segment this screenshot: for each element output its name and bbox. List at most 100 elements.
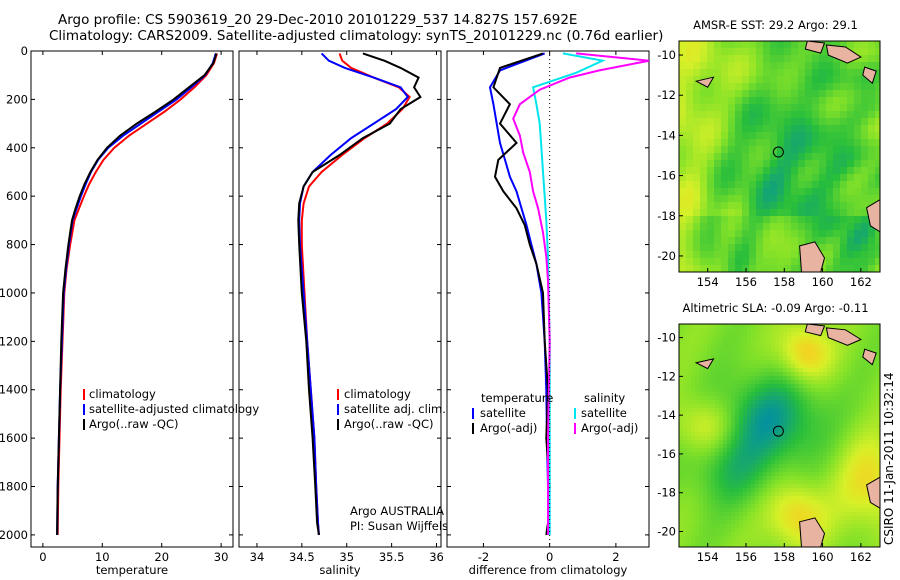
map-cell [871, 348, 876, 353]
map-cell [791, 500, 796, 505]
x-tick-label: -2 [478, 550, 489, 564]
map-cell [791, 412, 796, 417]
map-cell [759, 340, 764, 345]
map-cell [779, 424, 784, 429]
map-cell [855, 416, 860, 421]
map-cell [742, 153, 750, 161]
map-cell [863, 460, 868, 465]
map-cell [798, 76, 806, 84]
map-cell [777, 160, 785, 168]
map-cell [812, 188, 820, 196]
map-cell [679, 524, 684, 529]
map-cell [803, 464, 808, 469]
map-cell [831, 384, 836, 389]
map-cell [784, 216, 792, 224]
map-cell [735, 62, 743, 70]
map-cell [823, 400, 828, 405]
map-cell [723, 476, 728, 481]
map-cell [686, 90, 694, 98]
x-tick-label: 2 [612, 550, 619, 564]
map-cell [755, 384, 760, 389]
map-cell [799, 468, 804, 473]
map-cell [791, 396, 796, 401]
map-cell [795, 380, 800, 385]
map-cell [851, 468, 856, 473]
map-cell [839, 520, 844, 525]
map-cell [863, 444, 868, 449]
map-cell [727, 360, 732, 365]
map-cell [783, 444, 788, 449]
map-cell [686, 139, 694, 147]
map-cell [823, 412, 828, 417]
map-cell [863, 396, 868, 401]
map-cell [831, 504, 836, 509]
map-cell [700, 69, 708, 77]
map-cell [791, 432, 796, 437]
map-cell [747, 420, 752, 425]
map-cell [735, 237, 743, 245]
map-cell [835, 484, 840, 489]
map-cell [771, 444, 776, 449]
map-cell [767, 396, 772, 401]
map-cell [731, 544, 736, 547]
map-cell [783, 440, 788, 445]
map-cell [833, 76, 841, 84]
map-cell [854, 118, 862, 126]
map-cell [721, 48, 729, 56]
map-cell [739, 520, 744, 525]
x-axis-label: salinity [319, 563, 360, 577]
map-cell [777, 90, 785, 98]
map-cell [863, 528, 868, 533]
map-cell [711, 384, 716, 389]
map-cell [723, 328, 728, 333]
map-cell [847, 132, 855, 140]
map-cell [707, 167, 715, 175]
map-cell [742, 55, 750, 63]
map-cell [784, 90, 792, 98]
map-cell [807, 500, 812, 505]
map-cell [875, 146, 880, 154]
map-cell [795, 460, 800, 465]
map-cell [835, 388, 840, 393]
map-cell [826, 90, 834, 98]
map-cell [847, 125, 855, 133]
map-cell [851, 380, 856, 385]
map-cell [805, 167, 813, 175]
map-cell [770, 97, 778, 105]
map-cell [826, 83, 834, 91]
map-cell [770, 111, 778, 119]
x-tick-label: 20 [154, 550, 169, 564]
map-cell [791, 348, 796, 353]
map-cell [727, 356, 732, 361]
map-cell [711, 520, 716, 525]
map-cell [823, 520, 828, 525]
map-cell [783, 520, 788, 525]
map-cell [855, 524, 860, 529]
map-cell [756, 97, 764, 105]
map-cell [731, 448, 736, 453]
map-cell [721, 111, 729, 119]
argo-position-marker [772, 425, 784, 437]
map-cell [763, 139, 771, 147]
map-cell [875, 432, 880, 437]
map-cell [756, 230, 764, 238]
map-cell [863, 500, 868, 505]
map-cell [779, 456, 784, 461]
map-cell [855, 328, 860, 333]
map-cell [779, 340, 784, 345]
map-cell [739, 532, 744, 537]
map-cell [835, 540, 840, 545]
map-cell [863, 412, 868, 417]
map-cell [855, 428, 860, 433]
map-cell [767, 444, 772, 449]
map-cell [815, 476, 820, 481]
map-cell [728, 251, 736, 259]
map-cell [699, 508, 704, 513]
map-cell [735, 195, 743, 203]
map-cell [843, 352, 848, 357]
map-cell [775, 384, 780, 389]
map-cell [691, 480, 696, 485]
map-cell [777, 216, 785, 224]
map-cell [843, 468, 848, 473]
map-cell [819, 153, 827, 161]
